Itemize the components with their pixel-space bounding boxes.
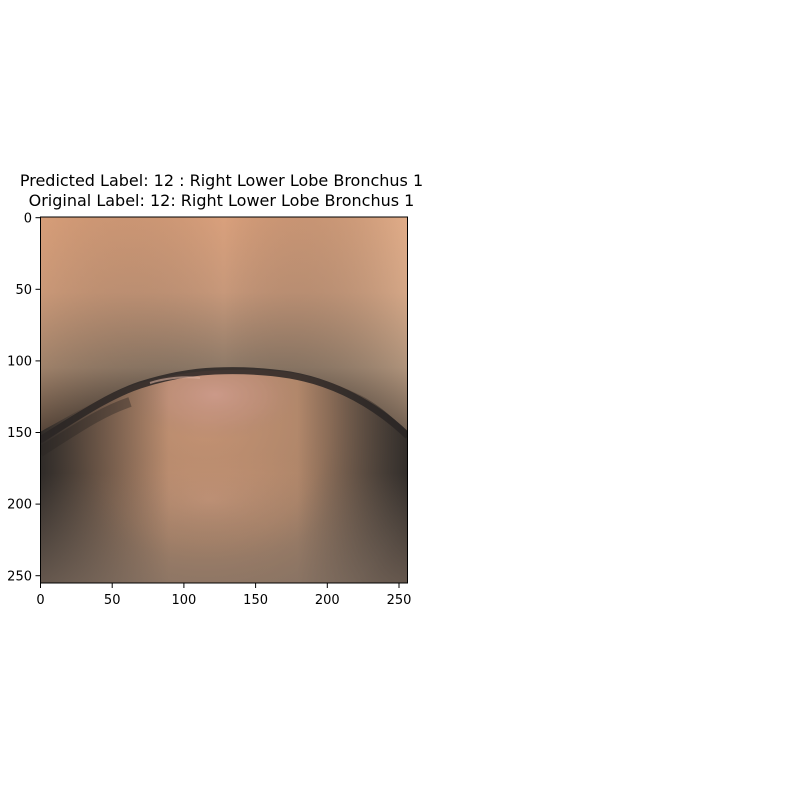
x-tick-label: 150 bbox=[243, 593, 268, 608]
y-tick-label: 0 bbox=[24, 212, 32, 227]
original-label-title: Original Label: 12: Right Lower Lobe Bro… bbox=[28, 191, 415, 210]
x-tick-label: 200 bbox=[315, 593, 340, 608]
axes-frame bbox=[40, 216, 408, 584]
y-tick-label: 200 bbox=[7, 498, 32, 513]
predicted-label-title: Predicted Label: 12 : Right Lower Lobe B… bbox=[19, 171, 424, 190]
y-tick-label: 100 bbox=[7, 355, 32, 370]
x-axis: 0 50 100 150 200 250 bbox=[36, 583, 411, 608]
x-tick-label: 50 bbox=[104, 593, 121, 608]
x-tick-label: 0 bbox=[36, 593, 44, 608]
y-tick-label: 150 bbox=[7, 426, 32, 441]
x-tick-label: 250 bbox=[387, 593, 412, 608]
y-tick-label: 50 bbox=[15, 283, 32, 298]
x-tick-label: 100 bbox=[171, 593, 196, 608]
bronchoscopy-image bbox=[40, 217, 408, 583]
y-tick-label: 250 bbox=[7, 570, 32, 585]
y-axis: 0 50 100 150 200 250 bbox=[7, 212, 41, 585]
